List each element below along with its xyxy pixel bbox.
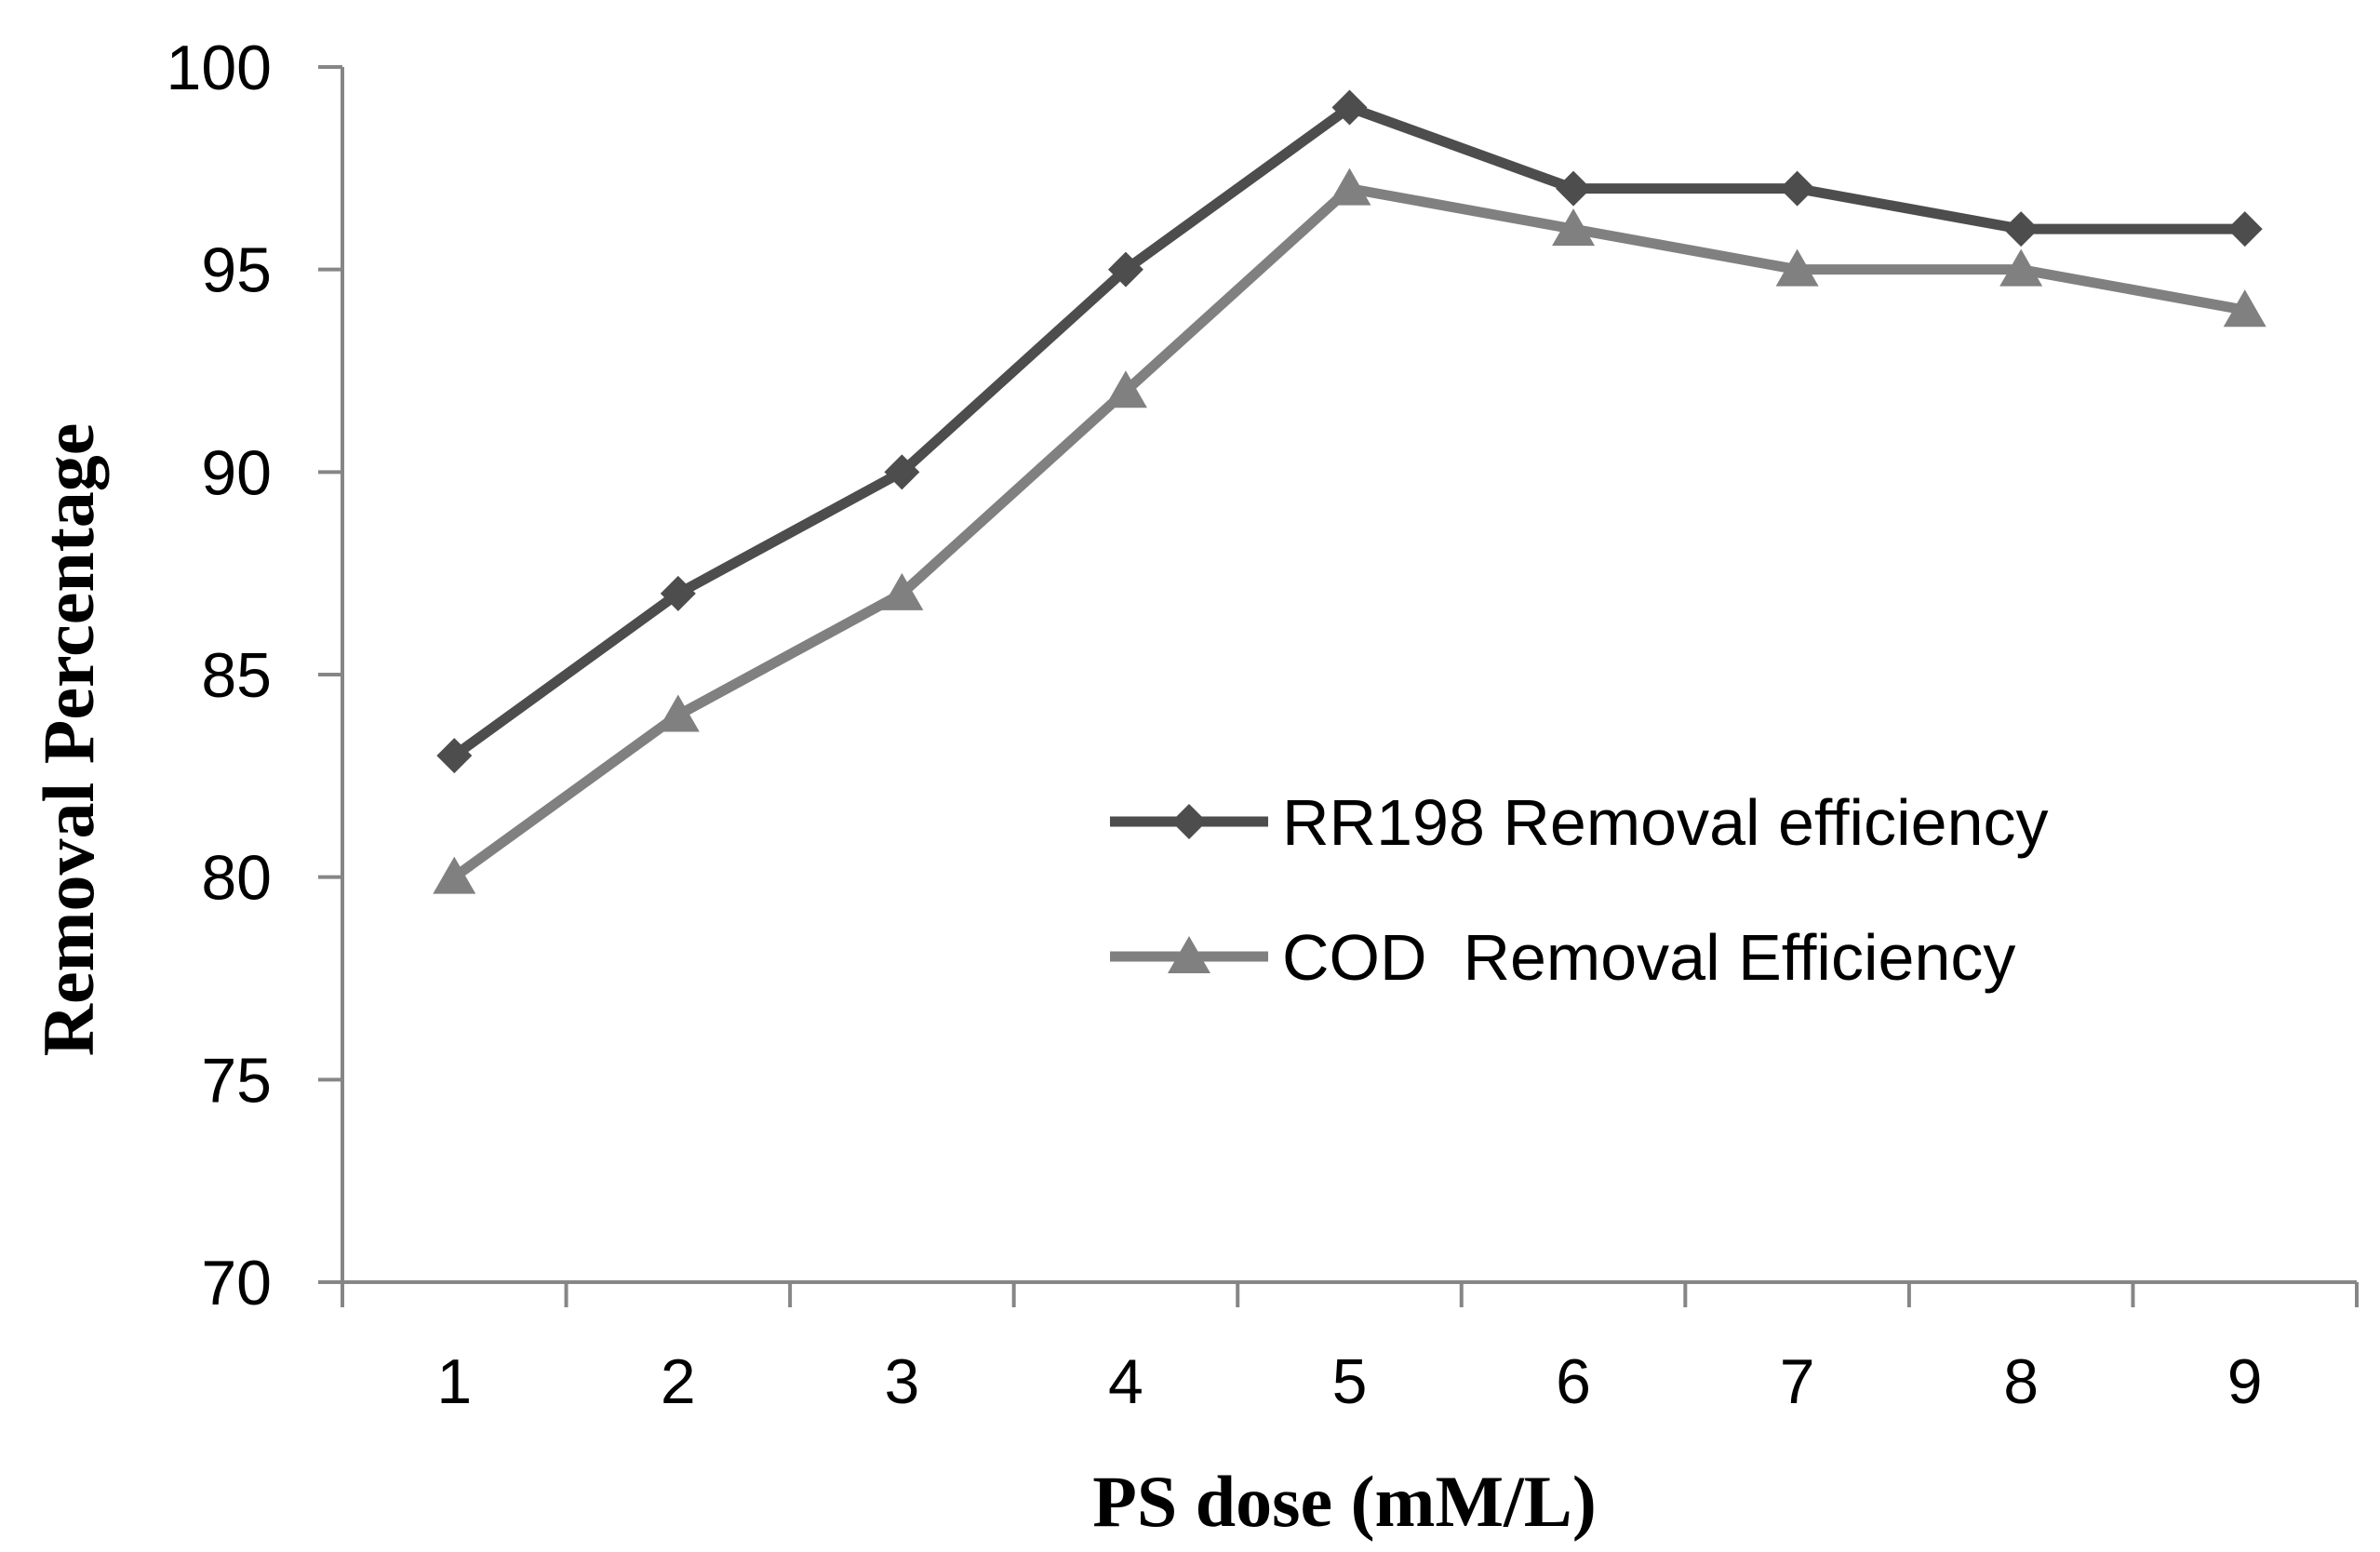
data-point-diamond bbox=[1556, 170, 1592, 207]
legend-item: RR198 Removal efficiency bbox=[1110, 786, 2049, 859]
data-point-triangle bbox=[1103, 370, 1147, 408]
x-tick-label: 9 bbox=[2227, 1346, 2263, 1417]
x-tick-label: 4 bbox=[1108, 1346, 1143, 1417]
legend: RR198 Removal efficiency COD Removal Effi… bbox=[1110, 786, 2049, 994]
legend-label: COD Removal Efficiency bbox=[1282, 921, 2015, 994]
y-tick-label: 90 bbox=[201, 437, 272, 508]
y-tick-label: 100 bbox=[167, 33, 272, 103]
legend-marker-diamond bbox=[1171, 804, 1207, 839]
legend-marker-triangle bbox=[1168, 936, 1210, 973]
data-point-diamond bbox=[660, 575, 696, 611]
y-tick-label: 80 bbox=[201, 843, 272, 914]
data-point-triangle bbox=[1999, 248, 2043, 287]
series-layer bbox=[433, 89, 2266, 894]
x-tick-label: 3 bbox=[884, 1346, 919, 1417]
x-tick-label: 6 bbox=[1556, 1346, 1591, 1417]
series-rr198-removal bbox=[436, 89, 2263, 774]
x-axis-title: PS dose (mM/L) bbox=[1092, 1461, 1597, 1542]
y-tick-label: 75 bbox=[201, 1045, 272, 1116]
data-point-diamond bbox=[2226, 211, 2263, 248]
data-point-triangle bbox=[1328, 167, 1371, 206]
data-point-triangle bbox=[880, 572, 924, 610]
data-point-diamond bbox=[2003, 211, 2039, 248]
x-axis: 1 2 3 4 5 6 7 8 9 bbox=[341, 1280, 2359, 1417]
series-line bbox=[451, 183, 2246, 882]
y-ticks: 70 75 80 85 90 95 100 bbox=[167, 33, 342, 1318]
x-tick-label: 8 bbox=[2003, 1346, 2039, 1417]
data-point-triangle bbox=[433, 856, 476, 894]
y-axis: 70 75 80 85 90 95 100 bbox=[167, 33, 344, 1318]
y-tick-label: 95 bbox=[201, 235, 272, 306]
y-tick-label: 85 bbox=[201, 640, 272, 711]
data-point-diamond bbox=[1779, 170, 1815, 207]
y-tick-label: 70 bbox=[201, 1248, 272, 1318]
data-point-diamond bbox=[436, 738, 473, 774]
data-point-diamond bbox=[884, 454, 920, 490]
y-axis-title: Removal Percentage bbox=[28, 423, 109, 1057]
data-point-triangle bbox=[1552, 208, 1596, 247]
legend-item: COD Removal Efficiency bbox=[1110, 921, 2015, 994]
data-point-triangle bbox=[656, 694, 700, 732]
x-tick-label: 2 bbox=[661, 1346, 696, 1417]
x-tick-label: 1 bbox=[436, 1346, 472, 1417]
x-tick-label: 7 bbox=[1780, 1346, 1815, 1417]
x-tick-label: 5 bbox=[1332, 1346, 1368, 1417]
legend-label: RR198 Removal efficiency bbox=[1282, 786, 2049, 859]
data-point-triangle bbox=[2223, 289, 2266, 328]
data-point-triangle bbox=[1775, 248, 1819, 287]
x-ticks: 1 2 3 4 5 6 7 8 9 bbox=[341, 1282, 2359, 1417]
data-point-diamond bbox=[1331, 89, 1368, 126]
series-cod-removal bbox=[433, 167, 2266, 894]
data-point-diamond bbox=[1107, 251, 1143, 288]
